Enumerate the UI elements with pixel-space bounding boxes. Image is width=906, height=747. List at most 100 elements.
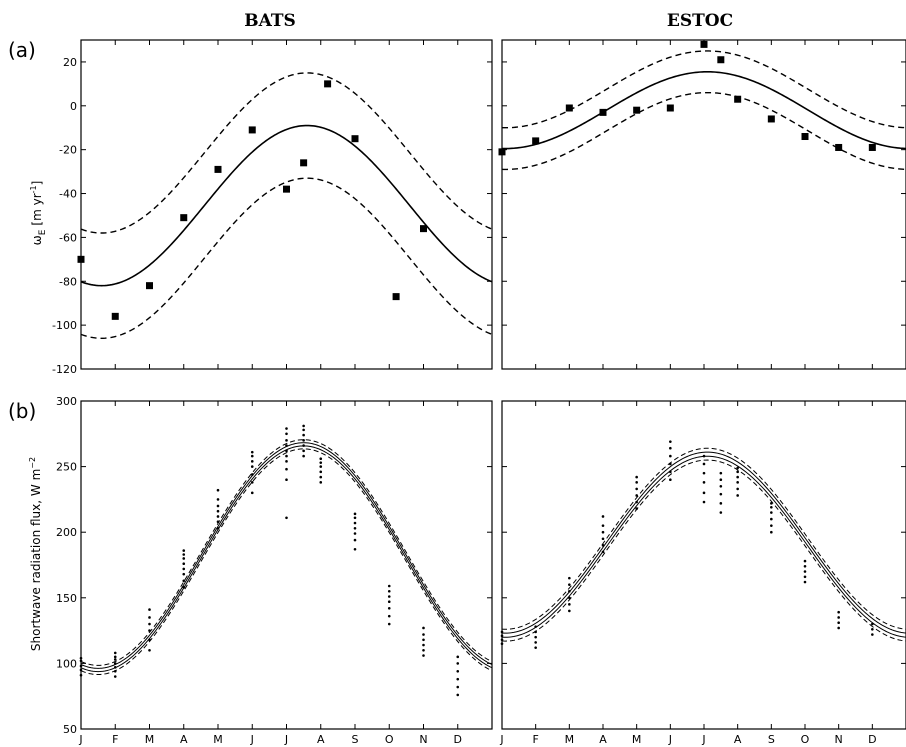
data-dot — [302, 424, 305, 428]
data-dot — [635, 507, 638, 510]
fit-lower-band — [80, 448, 493, 676]
data-dot — [148, 629, 151, 632]
data-dot — [250, 491, 254, 495]
data-dot — [803, 580, 807, 584]
data-dot — [319, 465, 323, 468]
data-marker — [111, 312, 119, 320]
data-dot — [302, 444, 305, 447]
data-dot — [871, 627, 874, 631]
data-dot — [353, 526, 357, 530]
data-marker — [717, 56, 725, 64]
data-dot — [285, 439, 288, 442]
svg-text:ωE[m yr-1]: ωE [m yr-1] — [29, 181, 48, 246]
x-tick-label: N — [835, 733, 843, 746]
data-dot — [182, 572, 186, 576]
data-dot — [601, 530, 605, 534]
x-tick-label: J — [78, 733, 82, 746]
fit-upper-band — [80, 72, 493, 234]
data-dot — [719, 492, 723, 496]
data-dot — [182, 579, 186, 583]
data-dot — [669, 462, 672, 466]
ylabel-a-sub: E — [38, 229, 48, 235]
data-dot — [319, 457, 323, 461]
y-tick-label: 20 — [63, 56, 77, 69]
y-tick-label: 300 — [56, 395, 77, 408]
data-dot — [456, 693, 460, 697]
data-dot — [216, 498, 220, 501]
data-marker — [599, 108, 607, 116]
data-dot — [837, 621, 840, 625]
data-dot — [353, 532, 357, 535]
data-dot — [702, 462, 706, 466]
data-dot — [635, 481, 638, 484]
x-tick-label: A — [317, 733, 325, 746]
data-dot — [719, 471, 723, 475]
data-marker — [532, 137, 540, 145]
x-tick-label: N — [419, 733, 427, 746]
data-dot — [770, 511, 773, 514]
data-dot — [113, 655, 117, 659]
data-dot — [148, 608, 151, 611]
data-dot — [387, 589, 391, 593]
data-marker — [633, 106, 641, 114]
x-tick-label: J — [668, 733, 672, 746]
data-dot — [285, 467, 288, 471]
fit-line-upper — [80, 442, 493, 669]
data-dot — [803, 565, 807, 568]
data-dot — [871, 622, 874, 626]
ylabel-b-main: Shortwave radiation flux, W m — [29, 469, 43, 651]
x-tick-label: S — [352, 733, 359, 746]
data-marker — [835, 143, 843, 151]
data-dot — [770, 502, 773, 505]
data-dot — [422, 654, 425, 657]
data-dot — [669, 478, 672, 482]
x-tick-label: M — [565, 733, 575, 746]
data-dot — [250, 465, 254, 468]
data-dot — [456, 655, 460, 659]
y-tick-label: 250 — [56, 461, 77, 474]
data-dot — [500, 642, 504, 646]
y-tick-label: -80 — [59, 275, 77, 288]
x-tick-label: D — [454, 733, 462, 746]
data-dot — [736, 470, 739, 474]
data-dot — [736, 481, 739, 484]
data-marker — [565, 104, 573, 112]
data-dot — [319, 461, 323, 464]
data-dot — [568, 609, 571, 613]
data-dot — [319, 475, 323, 479]
data-dot — [422, 626, 425, 630]
data-dot — [422, 638, 425, 642]
axis-frame — [501, 400, 906, 730]
fit-lower-band — [501, 91, 906, 171]
data-dot — [669, 454, 672, 458]
title-bats: BATS — [244, 11, 296, 31]
data-marker — [767, 115, 775, 123]
data-marker — [214, 165, 222, 173]
y-tick-label: -120 — [52, 363, 77, 376]
data-dot — [79, 668, 83, 672]
data-dot — [182, 549, 186, 552]
x-tick-label: J — [499, 733, 503, 746]
data-dot — [456, 677, 460, 681]
data-dot — [500, 634, 504, 638]
data-dot — [148, 648, 151, 652]
data-marker — [392, 293, 400, 301]
data-dot — [702, 481, 706, 484]
data-dot — [353, 512, 357, 516]
x-tick-label: J — [250, 733, 254, 746]
fit-upper-band — [80, 439, 493, 666]
data-dot — [770, 530, 773, 534]
data-dot — [803, 575, 807, 579]
data-dot — [601, 524, 605, 527]
data-marker — [283, 185, 290, 193]
data-dot — [669, 470, 672, 474]
axis-frame — [501, 39, 906, 370]
x-tick-label: M — [213, 733, 223, 746]
data-dot — [534, 646, 537, 649]
data-dot — [387, 584, 391, 588]
data-dot — [568, 576, 571, 580]
x-tick-label: A — [180, 733, 188, 746]
panel-label-a: (a) — [8, 38, 36, 62]
data-dot — [837, 616, 840, 619]
